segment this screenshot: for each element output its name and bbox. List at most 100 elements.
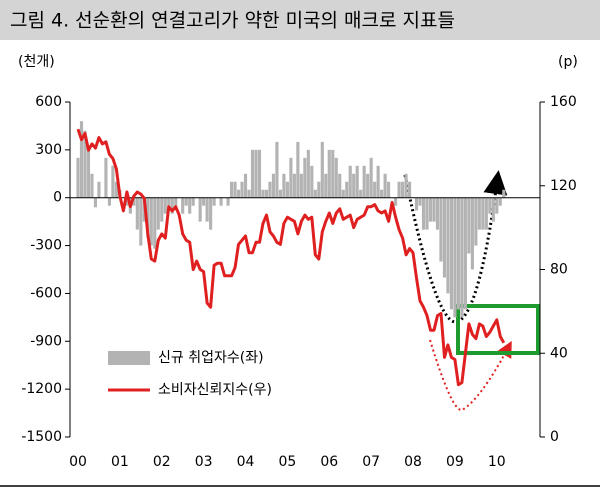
bar (338, 173, 342, 198)
bar (348, 165, 352, 198)
bar (268, 181, 272, 198)
bar (191, 197, 195, 206)
bar (149, 197, 153, 246)
bar (226, 197, 230, 206)
bar (380, 189, 384, 198)
bar (376, 165, 380, 198)
bar (233, 181, 237, 198)
x-tick-label: 02 (153, 454, 171, 470)
bar (299, 173, 303, 198)
y-tick-label: -1500 (21, 429, 62, 445)
y-tick-label: 600 (35, 94, 62, 110)
bar (421, 197, 426, 230)
y2-tick-label: 40 (550, 345, 568, 361)
bar (383, 173, 387, 198)
trend-arrow (429, 339, 512, 411)
y2-tick-label: 80 (550, 262, 568, 278)
bar (167, 197, 171, 206)
x-tick-label: 08 (404, 454, 422, 470)
bar (387, 181, 391, 198)
bar (303, 157, 307, 198)
y2-tick-label: 0 (550, 429, 559, 445)
bar (198, 197, 202, 222)
highlight-box (456, 304, 540, 355)
bar (481, 197, 485, 230)
bar (460, 197, 464, 318)
bar (498, 197, 502, 206)
bar (463, 197, 467, 310)
bar (181, 197, 185, 214)
bar (114, 181, 118, 198)
bar (264, 189, 269, 198)
x-tick-label: 10 (488, 454, 506, 470)
bar (275, 141, 279, 198)
bar (345, 181, 349, 198)
x-tick-label: 03 (195, 454, 213, 470)
bar (453, 197, 457, 318)
x-tick-label: 06 (320, 454, 338, 470)
bar (188, 197, 192, 214)
bar (292, 173, 296, 198)
bar (257, 149, 262, 198)
bar (369, 157, 373, 198)
bar (271, 173, 276, 198)
bar (254, 149, 258, 198)
bar (404, 173, 408, 198)
bar (366, 173, 370, 198)
bar (83, 130, 87, 198)
bar (352, 173, 356, 198)
bar (439, 197, 443, 262)
bar (320, 141, 324, 198)
bar (289, 157, 293, 198)
bar (407, 181, 412, 198)
y-tick-label: -300 (30, 238, 62, 254)
bar (477, 197, 481, 230)
bar (261, 189, 265, 198)
x-tick-label: 09 (446, 454, 464, 470)
bar (139, 197, 143, 246)
y-tick-label: -600 (30, 285, 62, 301)
legend-label: 소비자신뢰지수(우) (158, 382, 272, 398)
bar (278, 189, 282, 198)
bar (327, 149, 331, 198)
bar (93, 197, 98, 208)
bar (135, 197, 139, 230)
bar (491, 197, 495, 222)
bar (474, 197, 478, 246)
legend-swatch (108, 351, 150, 365)
bar (243, 173, 248, 198)
bar (153, 197, 157, 249)
bar (247, 189, 251, 198)
bar (170, 197, 174, 214)
y-axis-unit: (천개) (18, 54, 55, 70)
bar (97, 181, 101, 198)
bar (442, 197, 447, 278)
bar (306, 149, 310, 198)
y2-tick-label: 160 (550, 94, 577, 110)
y2-tick-label: 120 (550, 178, 577, 194)
bar (125, 197, 129, 206)
bar (397, 181, 401, 198)
bar (488, 197, 492, 214)
bar (484, 197, 488, 230)
bar (107, 197, 111, 206)
y2-axis-unit: (p) (558, 54, 578, 70)
bar (355, 165, 359, 198)
bar (205, 197, 209, 222)
bar (310, 165, 314, 198)
bar (163, 197, 167, 214)
bar (104, 157, 108, 198)
y-tick-label: 300 (35, 142, 62, 158)
bar (418, 197, 422, 206)
bar (229, 181, 234, 198)
bar (282, 173, 286, 198)
bar (156, 197, 160, 230)
y-tick-label: -1200 (21, 381, 62, 397)
x-tick-label: 04 (237, 454, 255, 470)
annotations (403, 170, 540, 411)
bar (90, 173, 94, 198)
title-bar (0, 0, 600, 40)
bar (202, 197, 206, 206)
bar (432, 197, 436, 222)
